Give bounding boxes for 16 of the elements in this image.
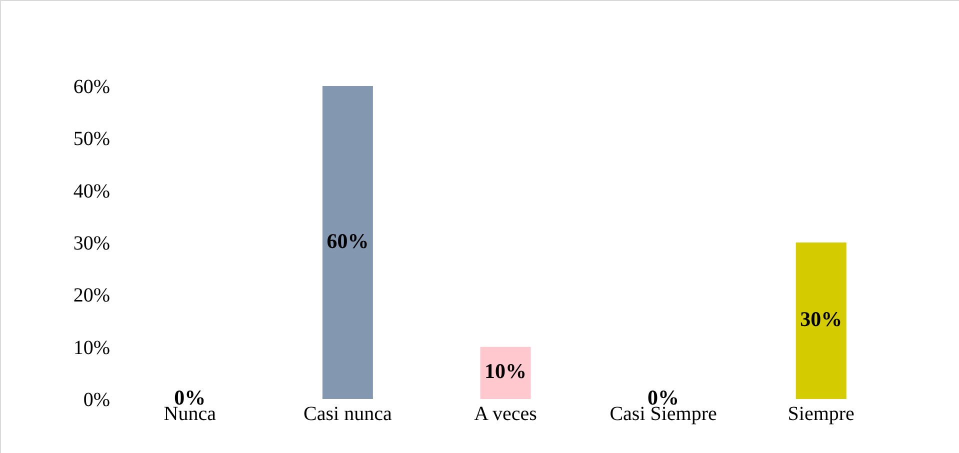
bar	[322, 86, 373, 399]
bar	[480, 346, 531, 399]
y-tick-label: 20%	[73, 284, 110, 307]
y-tick-label: 10%	[73, 336, 110, 359]
data-label: 30%	[800, 307, 842, 331]
y-tick-label: 50%	[73, 128, 110, 150]
y-tick-label: 0%	[83, 389, 110, 411]
x-tick-label: A veces	[474, 403, 538, 425]
x-tick-label: Siempre	[788, 403, 855, 425]
y-tick-label: 40%	[73, 180, 110, 202]
x-tick-label: Casi nunca	[304, 403, 392, 425]
data-label: 10%	[484, 359, 526, 384]
data-label: 60%	[326, 228, 369, 253]
y-tick-label: 60%	[73, 76, 110, 98]
bar	[796, 242, 846, 399]
y-tick-label: 30%	[73, 232, 110, 254]
